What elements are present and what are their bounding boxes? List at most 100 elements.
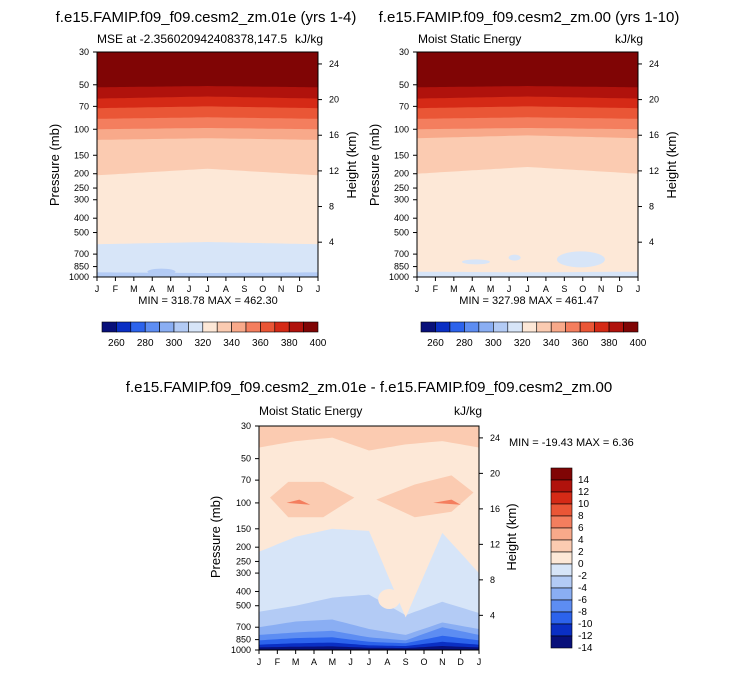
p1-ptick-label: 200 bbox=[74, 169, 89, 179]
p3-colorbar-label: 0 bbox=[578, 559, 584, 570]
p3-xtick-label: M bbox=[329, 657, 337, 667]
p2-colorbar-cell bbox=[594, 321, 610, 333]
p3-colorbar-label: -2 bbox=[578, 571, 587, 582]
p1-xtick-label: N bbox=[278, 284, 285, 294]
p2-xtick-label: J bbox=[525, 284, 530, 294]
p2-htick-label: 16 bbox=[649, 130, 659, 140]
p1-title: f.e15.FAMIP.f09_f09.cesm2_zm.01e (yrs 1-… bbox=[56, 9, 357, 26]
p3-band-2 bbox=[259, 426, 479, 451]
p2-xtick-label: J bbox=[507, 284, 512, 294]
p1-colorbar-cell bbox=[188, 321, 204, 333]
p3-colorbar-cell bbox=[550, 491, 573, 505]
p3-colorbar-label: 8 bbox=[578, 511, 584, 522]
p1-colorbar-cell bbox=[288, 321, 304, 333]
p3-ptick-label: 400 bbox=[236, 586, 251, 596]
p3-colorbar-cell bbox=[550, 539, 573, 553]
p2-stats: MIN = 327.98 MAX = 461.47 bbox=[459, 295, 598, 307]
p2-ylabel: Pressure (mb) bbox=[367, 124, 382, 206]
p2-colorbar-label: 260 bbox=[427, 338, 444, 349]
p3-xtick-label: A bbox=[384, 657, 390, 667]
p1-xtick-label: O bbox=[259, 284, 266, 294]
p3-band-0 bbox=[259, 426, 479, 618]
p2-colorbar-label: 380 bbox=[601, 338, 618, 349]
p2-xtick-label: M bbox=[487, 284, 495, 294]
p2-left-string: Moist Static Energy bbox=[418, 32, 521, 46]
p2-ptick-label: 1000 bbox=[389, 272, 409, 282]
p3-colorbar-label: 10 bbox=[578, 499, 590, 510]
p1-ptick-label: 850 bbox=[74, 262, 89, 272]
p1-field bbox=[97, 52, 318, 277]
p1-ptick-label: 300 bbox=[74, 195, 89, 205]
p1-htick-label: 24 bbox=[329, 59, 339, 69]
p1-stats: MIN = 318.78 MAX = 462.30 bbox=[138, 295, 277, 307]
p1-xtick-label: J bbox=[205, 284, 210, 294]
p2-xtick-label: D bbox=[616, 284, 623, 294]
p2-xtick-label: A bbox=[543, 284, 549, 294]
p3-colorbar-label: -8 bbox=[578, 607, 587, 618]
p3-title: f.e15.FAMIP.f09_f09.cesm2_zm.01e - f.e15… bbox=[126, 379, 612, 396]
p1-colorbar-cell bbox=[202, 321, 218, 333]
p2-colorbar-cell bbox=[507, 321, 523, 333]
p3-htick-label: 4 bbox=[490, 610, 495, 620]
p3-colorbar-cell bbox=[550, 515, 573, 529]
p3-colorbar-label: -4 bbox=[578, 583, 587, 594]
p1-left-string: MSE at -2.356020942408378,147.5 bbox=[97, 32, 287, 46]
p3-colorbar-label: -14 bbox=[578, 643, 593, 654]
p3-right-string: kJ/kg bbox=[454, 404, 482, 418]
p3-ptick-label: 100 bbox=[236, 498, 251, 508]
p2-ptick-label: 400 bbox=[394, 213, 409, 223]
p3-ptick-label: 30 bbox=[241, 421, 251, 431]
p3-ptick-label: 700 bbox=[236, 622, 251, 632]
p2-blob-c bbox=[556, 251, 605, 268]
p1-xtick-label: D bbox=[296, 284, 303, 294]
p1-colorbar-cell bbox=[303, 321, 319, 333]
p2-ptick-label: 100 bbox=[394, 124, 409, 134]
p2-htick-label: 20 bbox=[649, 95, 659, 105]
p1-htick-label: 20 bbox=[329, 95, 339, 105]
p3-blob-1 bbox=[286, 499, 311, 505]
p3-blob-3 bbox=[433, 499, 461, 505]
p2-colorbar-cell bbox=[478, 321, 494, 333]
p3-htick-label: 24 bbox=[490, 433, 500, 443]
p2-ptick-label: 250 bbox=[394, 183, 409, 193]
p2-colorbar-label: 400 bbox=[630, 338, 647, 349]
p1-colorbar-label: 260 bbox=[108, 338, 125, 349]
p1-ptick-label: 50 bbox=[79, 80, 89, 90]
p3-colorbar-cell bbox=[550, 527, 573, 541]
p2-title: f.e15.FAMIP.f09_f09.cesm2_zm.00 (yrs 1-1… bbox=[379, 9, 680, 26]
p2-ptick-label: 700 bbox=[394, 249, 409, 259]
p3-ptick-label: 50 bbox=[241, 454, 251, 464]
p3-colorbar-cell bbox=[550, 623, 573, 637]
p2-ptick-label: 300 bbox=[394, 195, 409, 205]
p1-xtick-label: J bbox=[187, 284, 192, 294]
p2-ptick-label: 70 bbox=[399, 101, 409, 111]
p1-low-blob bbox=[147, 268, 176, 275]
p2-htick-label: 8 bbox=[649, 202, 654, 212]
p2-htick-label: 24 bbox=[649, 59, 659, 69]
p2-colorbar-cell bbox=[521, 321, 538, 333]
p3-ptick-label: 500 bbox=[236, 601, 251, 611]
p3-xtick-label: S bbox=[403, 657, 409, 667]
p3-colorbar-cell bbox=[550, 563, 573, 577]
p3-htick-label: 8 bbox=[490, 575, 495, 585]
p1-colorbar-cell bbox=[260, 321, 276, 333]
p3-blob-2 bbox=[376, 475, 474, 518]
p2-colorbar-label: 340 bbox=[543, 338, 560, 349]
p2-colorbar-cell bbox=[536, 321, 552, 333]
p3-colorbar-label: 2 bbox=[578, 547, 584, 558]
p3-xtick-label: J bbox=[257, 657, 262, 667]
p1-ptick-label: 70 bbox=[79, 101, 89, 111]
p2-field bbox=[417, 52, 638, 277]
p2-htick-label: 4 bbox=[649, 237, 654, 247]
p1-colorbar-label: 380 bbox=[281, 338, 298, 349]
p3-ptick-label: 200 bbox=[236, 542, 251, 552]
p1-xtick-label: A bbox=[149, 284, 155, 294]
p2-ptick-label: 50 bbox=[399, 80, 409, 90]
p3-colorbar-cell bbox=[550, 611, 573, 625]
p3-colorbar-label: 12 bbox=[578, 487, 590, 498]
p3-xtick-label: N bbox=[439, 657, 446, 667]
p2-xtick-label: J bbox=[415, 284, 420, 294]
p2-colorbar-label: 280 bbox=[456, 338, 473, 349]
p1-ptick-label: 250 bbox=[74, 183, 89, 193]
p1-colorbar-label: 360 bbox=[252, 338, 269, 349]
